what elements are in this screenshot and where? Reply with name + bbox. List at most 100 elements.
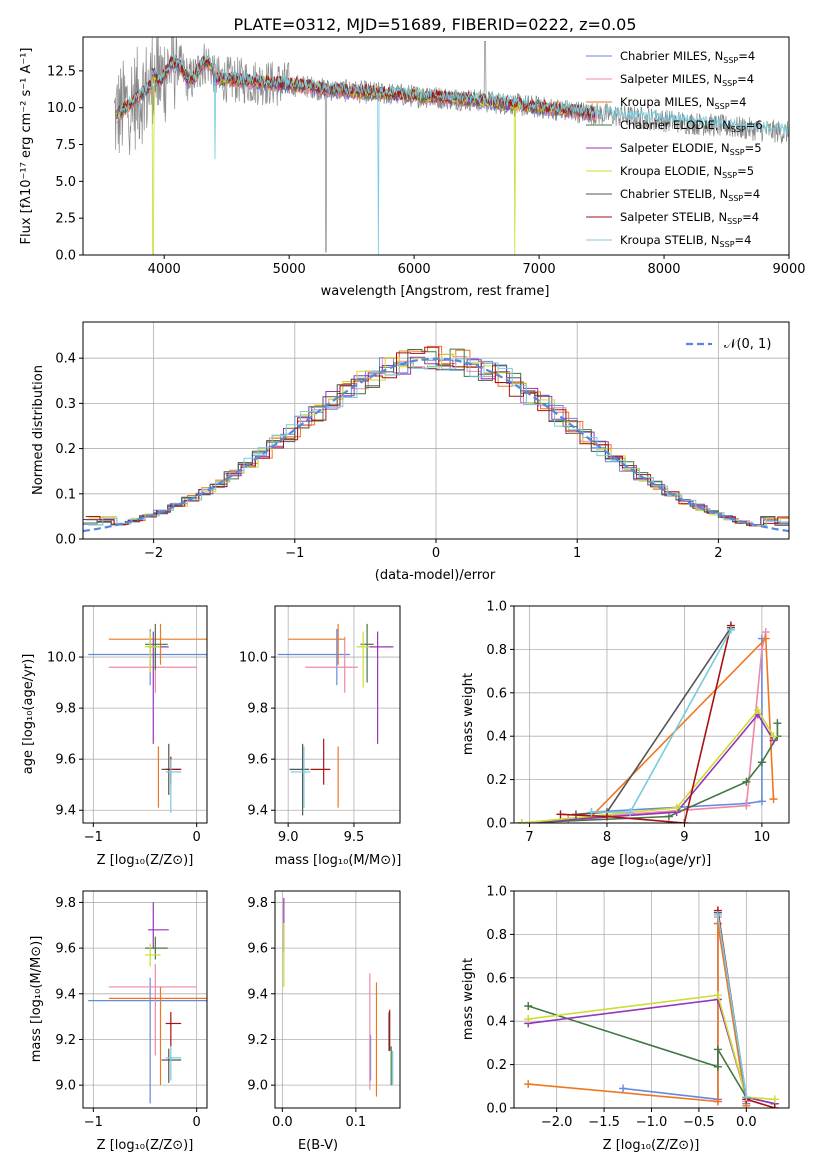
legend-entry: Kroupa STELIB, NSSP=4 <box>620 233 751 249</box>
x-tick-label: −1 <box>285 546 304 561</box>
x-tick-label: 1 <box>573 546 581 561</box>
y-tick-label: 10.0 <box>47 651 76 666</box>
spectrum-title: PLATE=0312, MJD=51689, FIBERID=0222, z=0… <box>233 15 636 34</box>
y-tick-label: 0.8 <box>486 928 507 943</box>
weight-series-line-4 <box>521 713 775 823</box>
y-tick-label: 0.4 <box>486 1015 507 1030</box>
y-tick-label: 0.3 <box>55 397 76 412</box>
weight-marker <box>664 812 673 821</box>
y-tick-label: 0.1 <box>55 487 76 502</box>
legend-entry: Chabrier MILES, NSSP=4 <box>620 49 755 65</box>
x-tick-label: 0.0 <box>272 1115 293 1130</box>
spectrum-xlabel: wavelength [Angstrom, rest frame] <box>321 284 550 299</box>
weight-marker <box>713 910 722 919</box>
y-tick-label: 0.0 <box>55 249 76 264</box>
observed-spectrum-line <box>113 37 789 253</box>
x-tick-label: 9.0 <box>278 830 299 845</box>
weight-marker <box>713 1045 722 1054</box>
x-tick-label: 0 <box>193 1115 201 1130</box>
weight-marker <box>524 1015 533 1024</box>
weight-series-line-8 <box>591 629 732 813</box>
weight-marker <box>556 810 565 819</box>
x-tick-label: −1.5 <box>588 1115 620 1130</box>
axes-frame <box>513 605 790 824</box>
weight-marker <box>770 1104 779 1108</box>
y-tick-label: 0.4 <box>486 730 507 745</box>
weight-series-line-2 <box>521 636 775 823</box>
axes-frame <box>82 36 790 256</box>
weight-marker <box>773 719 782 728</box>
x-tick-label: −1.0 <box>636 1115 668 1130</box>
weight-vs-metallicity-panel: −2.0 −1.5 −1.0 −0.5 0.0 0.0 0.2 0.4 0.6 0.8 1.0 <box>486 885 790 1130</box>
legend-entry: Salpeter ELODIE, NSSP=5 <box>620 141 762 157</box>
y-tick-label: 0.6 <box>486 686 507 701</box>
legend-entry: Chabrier STELIB, NSSP=4 <box>620 187 760 203</box>
wage-xlabel: age [log₁₀(age/yr)] <box>591 853 712 868</box>
weight-marker <box>517 819 526 823</box>
x-tick-label: 9 <box>680 830 688 845</box>
y-tick-label: 0.4 <box>55 352 76 367</box>
x-tick-label: 0.0 <box>736 1115 757 1130</box>
y-tick-label: 0.0 <box>486 817 507 832</box>
y-tick-label: 9.6 <box>55 942 76 957</box>
weight-marker <box>587 808 596 817</box>
y-tick-label: 9.8 <box>55 702 76 717</box>
weight-marker <box>769 795 778 804</box>
x-tick-label: 6000 <box>398 262 431 277</box>
residuals-ylabel: Normed distribution <box>31 365 46 495</box>
y-tick-label: 9.6 <box>55 753 76 768</box>
x-tick-label: −1 <box>84 1115 103 1130</box>
legend-entry: Salpeter MILES, NSSP=4 <box>620 72 754 88</box>
y-tick-label: 0.8 <box>486 643 507 658</box>
mass-vs-ebv-panel: 0.0 0.1 9.0 9.2 9.4 9.6 9.8 <box>247 890 401 1130</box>
normal-curve <box>83 357 789 533</box>
weight-marker <box>769 732 778 741</box>
legend-entry: Salpeter STELIB, NSSP=4 <box>620 210 759 226</box>
age-vs-metallicity-panel: −1 0 9.4 9.6 9.8 10.0 <box>47 605 208 845</box>
weight-marker <box>726 625 735 634</box>
x-tick-label: 7 <box>525 830 533 845</box>
y-tick-label: 0.2 <box>55 442 76 457</box>
weight-series-line-2 <box>528 923 748 1106</box>
y-tick-label: 7.5 <box>55 138 76 153</box>
y-tick-label: 9.0 <box>247 1079 268 1094</box>
y-tick-label: 9.0 <box>55 1079 76 1094</box>
weight-series-line-5 <box>528 994 775 1101</box>
x-tick-label: 0.1 <box>346 1115 367 1130</box>
x-tick-label: 0 <box>432 546 440 561</box>
x-tick-label: −0.5 <box>683 1115 715 1130</box>
x-tick-label: 0 <box>193 830 201 845</box>
axes-frame <box>82 890 208 1109</box>
x-tick-label: 7000 <box>523 262 556 277</box>
agez-ylabel: age [log₁₀(age/yr)] <box>21 654 36 775</box>
y-tick-label: 0.0 <box>55 533 76 548</box>
agez-xlabel: Z [log₁₀(Z/Z⊙)] <box>97 853 194 868</box>
y-tick-label: 2.5 <box>55 212 76 227</box>
y-tick-label: 9.4 <box>55 987 76 1002</box>
legend-entry: Kroupa ELODIE, NSSP=5 <box>620 164 754 180</box>
y-tick-label: 9.4 <box>247 987 268 1002</box>
y-tick-label: 9.8 <box>247 896 268 911</box>
residuals-legend-label: 𝒩(0, 1) <box>724 337 771 352</box>
wz-xlabel: Z [log₁₀(Z/Z⊙)] <box>603 1138 700 1153</box>
wage-ylabel: mass weight <box>461 673 476 755</box>
residual-histogram-2 <box>88 345 789 527</box>
y-tick-label: 5.0 <box>55 175 76 190</box>
weight-marker <box>626 808 635 817</box>
y-tick-label: 9.8 <box>247 702 268 717</box>
residual-histogram-5 <box>88 353 789 526</box>
x-tick-label: 9.5 <box>344 830 365 845</box>
legend-entry: Kroupa MILES, NSSP=4 <box>620 95 746 111</box>
model-spectrum-line-5 <box>116 56 596 255</box>
axes-frame <box>274 605 401 824</box>
residuals-xlabel: (data-model)/error <box>375 568 496 583</box>
weight-marker <box>713 1062 722 1071</box>
y-tick-label: 0.2 <box>486 1058 507 1073</box>
wz-ylabel: mass weight <box>461 958 476 1040</box>
weight-marker <box>680 819 689 823</box>
massz-xlabel: Z [log₁₀(Z/Z⊙)] <box>97 1138 194 1153</box>
weight-marker <box>602 812 611 821</box>
y-tick-label: 10.0 <box>239 651 268 666</box>
y-tick-label: 0.0 <box>486 1102 507 1117</box>
